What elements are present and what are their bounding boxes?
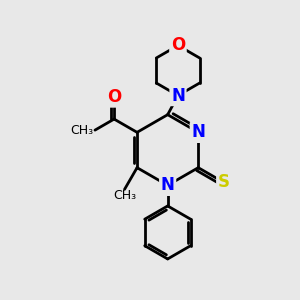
Text: N: N [191, 123, 205, 141]
Text: N: N [161, 176, 175, 194]
Text: O: O [171, 37, 185, 55]
Text: S: S [218, 173, 230, 191]
Text: CH₃: CH₃ [70, 124, 94, 136]
Text: N: N [171, 86, 185, 104]
Text: O: O [107, 88, 121, 106]
Text: CH₃: CH₃ [113, 189, 136, 202]
